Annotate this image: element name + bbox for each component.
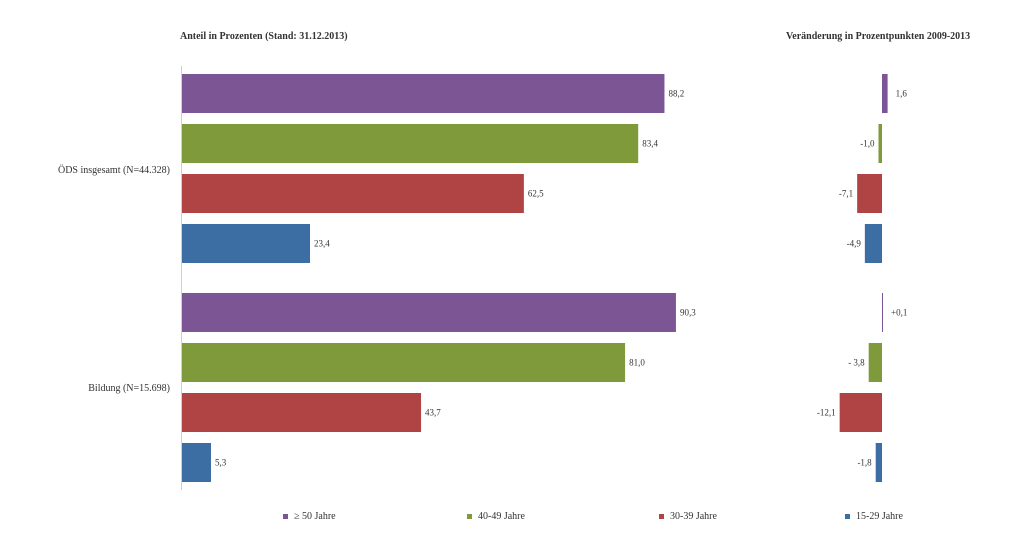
legend-label: 15-29 Jahre xyxy=(856,511,903,522)
legend-label: 30-39 Jahre xyxy=(670,511,717,522)
change-value-label: 1,6 xyxy=(896,89,908,99)
legend-item-15-29: 15-29 Jahre xyxy=(845,511,903,522)
bar-50plus xyxy=(182,293,676,332)
legend-label: 40-49 Jahre xyxy=(478,511,525,522)
bar-40-49 xyxy=(182,124,639,163)
change-value-label: -7,1 xyxy=(839,189,853,199)
change-value-label: -1,8 xyxy=(857,458,872,468)
bar-15-29 xyxy=(182,443,211,482)
change-value-label: -4,9 xyxy=(847,239,862,249)
change-bar-50plus xyxy=(882,293,883,332)
legend-item-30-39: 30-39 Jahre xyxy=(659,511,717,522)
legend-swatch xyxy=(659,514,664,520)
bar-value-label: 5,3 xyxy=(215,458,227,468)
bar-value-label: 81,0 xyxy=(629,358,645,368)
bar-40-49 xyxy=(182,343,626,382)
left-panel-title: Anteil in Prozenten (Stand: 31.12.2013) xyxy=(180,31,348,42)
change-value-label: +0,1 xyxy=(891,308,907,318)
change-bar-40-49 xyxy=(878,124,882,163)
change-bar-15-29 xyxy=(875,443,882,482)
legend-item-40-49: 40-49 Jahre xyxy=(467,511,525,522)
change-bar-30-39 xyxy=(857,174,882,213)
legend-swatch xyxy=(845,514,850,520)
bar-value-label: 43,7 xyxy=(425,408,441,418)
category-label: Bildung (N=15.698) xyxy=(88,383,170,394)
bar-50plus xyxy=(182,74,665,113)
legend-item-50plus: ≥ 50 Jahre xyxy=(283,511,336,522)
bar-value-label: 88,2 xyxy=(668,89,684,99)
category-label: ÖDS insgesamt (N=44.328) xyxy=(58,164,170,176)
change-value-label: - 3,8 xyxy=(848,358,865,368)
bar-value-label: 23,4 xyxy=(314,239,330,249)
bar-value-label: 62,5 xyxy=(528,189,544,199)
legend-swatch xyxy=(283,514,288,520)
legend-swatch xyxy=(467,514,472,520)
change-bar-40-49 xyxy=(868,343,882,382)
change-value-label: -1,0 xyxy=(860,139,875,149)
change-bar-30-39 xyxy=(839,393,882,432)
right-panel-title: Veränderung in Prozentpunkten 2009-2013 xyxy=(786,31,971,42)
change-value-label: -12,1 xyxy=(817,408,836,418)
legend-label: ≥ 50 Jahre xyxy=(294,511,336,522)
bar-value-label: 83,4 xyxy=(642,139,658,149)
change-bar-15-29 xyxy=(864,224,882,263)
change-bar-50plus xyxy=(882,74,888,113)
bar-value-label: 90,3 xyxy=(680,308,696,318)
bar-30-39 xyxy=(182,393,422,432)
bar-30-39 xyxy=(182,174,524,213)
bar-15-29 xyxy=(182,224,310,263)
